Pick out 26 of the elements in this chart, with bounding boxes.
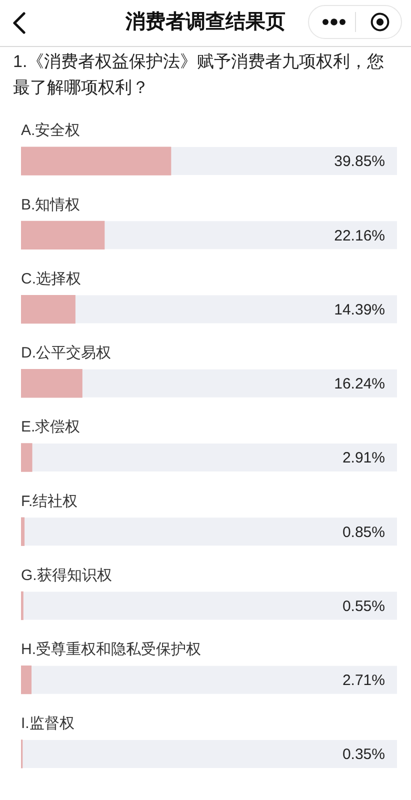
y-tick-label: D.公平交易权 [21,344,111,362]
bar [21,443,32,472]
bar [21,369,82,398]
chart-title: 消费者调查结果页 [124,10,286,35]
chart-subtitle: 1.《消费者权益保护法》赋予消费者九项权利，您最了解哪项权利？ [13,51,386,99]
data-label: 0.35% [342,746,385,764]
data-label: 0.85% [342,524,385,541]
data-label: 22.16% [334,227,385,244]
bar [21,294,76,324]
data-label: 2.91% [342,450,385,467]
y-tick-label: I.监督权 [21,715,74,732]
y-tick-label: A.安全权 [21,122,80,140]
y-tick-label: H.受尊重权和隐私受保护权 [21,640,201,658]
data-label: 0.55% [342,598,385,615]
data-label: 16.24% [334,376,385,393]
y-tick-label: F.结社权 [21,492,78,510]
data-label: 14.39% [334,301,385,318]
y-tick-label: B.知情权 [21,196,80,214]
bar [21,666,32,694]
bar [21,220,105,250]
y-tick-label: C.选择权 [21,270,81,288]
y-tick-label: G.获得知识权 [21,566,112,584]
data-label: 39.85% [334,153,385,170]
data-label: 2.71% [342,672,385,689]
bar [21,517,25,546]
y-tick-label: E.求偿权 [21,418,80,436]
